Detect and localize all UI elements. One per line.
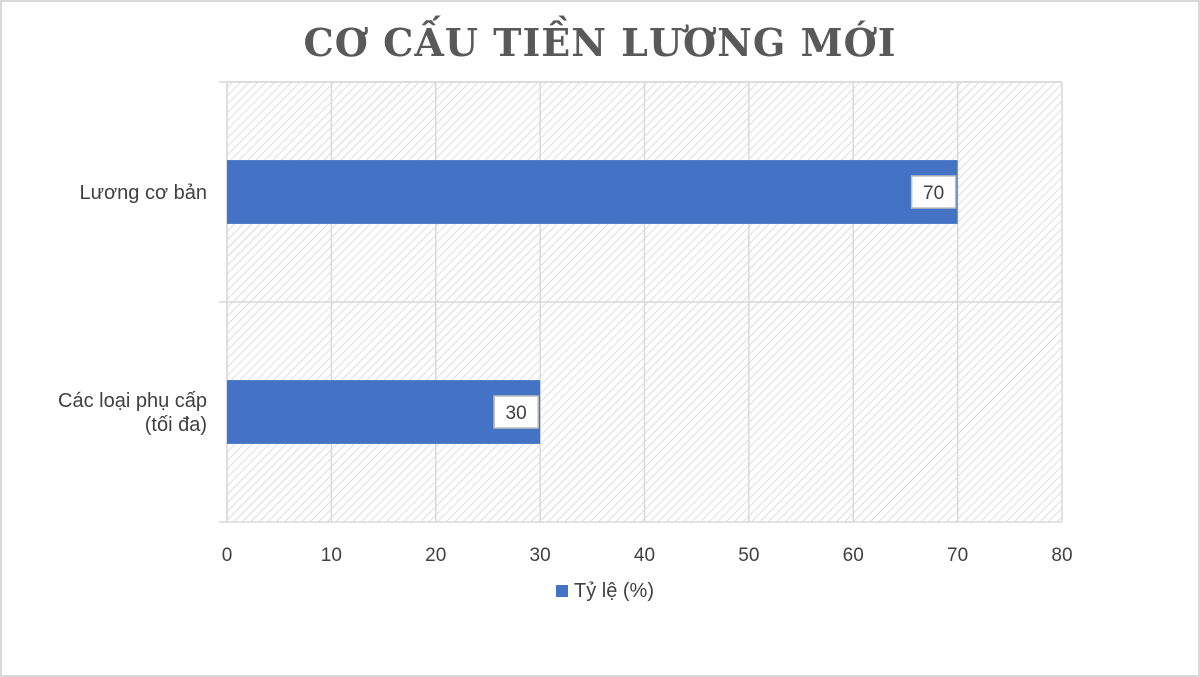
chart-title: CƠ CẤU TIỀN LƯƠNG MỚI (303, 20, 897, 65)
x-tick-label: 40 (634, 545, 655, 566)
data-label: 70 (923, 183, 944, 204)
x-tick-label: 70 (947, 545, 968, 566)
x-tick-label: 80 (1051, 545, 1072, 566)
category-label: (tối đa) (145, 414, 207, 436)
x-tick-label: 0 (222, 545, 233, 566)
x-tick-label: 50 (738, 545, 759, 566)
x-tick-label: 20 (425, 545, 446, 566)
category-label: Lương cơ bản (80, 182, 207, 204)
data-label: 30 (506, 403, 527, 424)
data-label-box (910, 175, 957, 209)
legend-swatch (556, 585, 568, 597)
bar (227, 160, 958, 224)
category-label: Các loại phụ cấp (58, 390, 207, 412)
x-tick-label: 60 (843, 545, 864, 566)
x-tick-label: 30 (530, 545, 551, 566)
bar (227, 380, 541, 444)
legend-label: Tỷ lệ (%) (574, 580, 654, 602)
x-tick-label: 10 (321, 545, 342, 566)
data-label-box (493, 395, 539, 429)
